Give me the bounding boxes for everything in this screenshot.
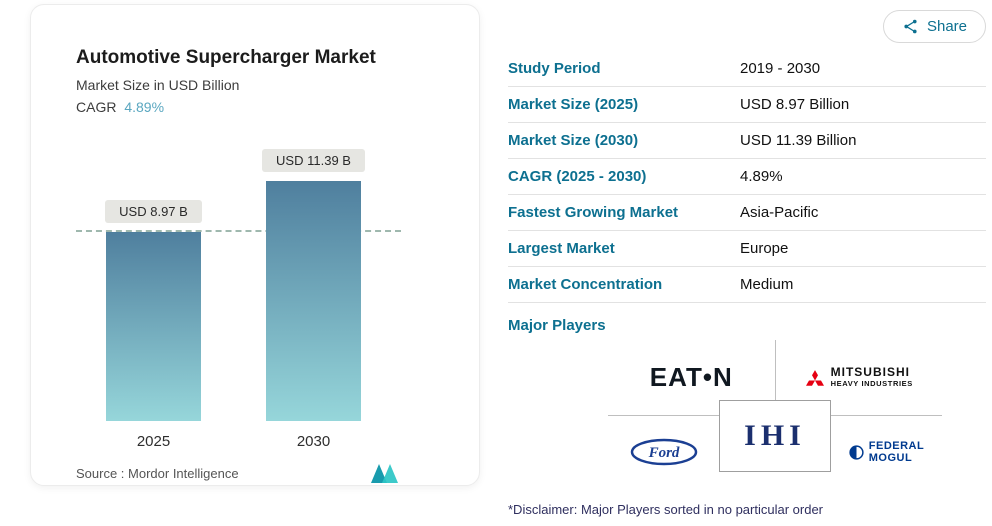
major-players-grid: EAT•N MITSUBISHI HEAVY INDUSTRIES Ford [608, 340, 942, 488]
row-value: 2019 - 2030 [740, 60, 821, 77]
row-value: 4.89% [740, 168, 783, 185]
cagr-row: CAGR 4.89% [76, 99, 479, 115]
players-bottom-row: Ford IHI FEDERAL MOGUL [608, 400, 942, 488]
source-row: Source : Mordor Intelligence [76, 463, 406, 483]
eaton-logo-text: EAT•N [649, 362, 733, 392]
mitsubishi-line1: MITSUBISHI [830, 365, 910, 380]
ford-oval-icon: Ford [630, 438, 697, 466]
mordor-logo-icon [371, 464, 398, 483]
summary-panel: Share Study Period 2019 - 2030 Market Si… [508, 0, 986, 517]
share-label: Share [926, 18, 967, 35]
row-label: Fastest Growing Market [508, 204, 679, 221]
federal-mogul-icon [849, 444, 864, 460]
source-text: Source : Mordor Intelligence [76, 465, 239, 481]
row-label: CAGR (2025 - 2030) [508, 168, 647, 185]
ihi-logo-text: IHI [744, 419, 806, 452]
reference-line [76, 230, 401, 232]
federal-mogul-line2: MOGUL [868, 452, 913, 464]
major-players-label: Major Players [508, 317, 606, 334]
row-value: Asia-Pacific [740, 204, 819, 221]
cagr-value: 4.89% [124, 99, 165, 115]
table-row: Market Size (2025) USD 8.97 Billion [508, 87, 986, 123]
federal-mogul-logo: FEDERAL MOGUL [831, 440, 942, 464]
mitsubishi-diamonds-icon [805, 369, 824, 386]
bar-2025 [106, 232, 201, 421]
federal-mogul-line1: FEDERAL [868, 439, 925, 452]
mitsubishi-line2: HEAVY INDUSTRIES [830, 379, 913, 389]
ford-logo: Ford [608, 438, 719, 466]
x-tick-2025: 2025 [136, 433, 171, 450]
row-label: Study Period [508, 60, 601, 77]
disclaimer-text: *Disclaimer: Major Players sorted in no … [508, 502, 824, 517]
mitsubishi-logo-text: MITSUBISHI HEAVY INDUSTRIES [830, 365, 913, 389]
table-row: Study Period 2019 - 2030 [508, 51, 986, 87]
bar-chart: USD 8.97 B 2025 USD 11.39 B 2030 [76, 141, 481, 450]
row-value: USD 11.39 Billion [740, 132, 857, 149]
row-label: Market Concentration [508, 276, 663, 293]
table-row: Largest Market Europe [508, 231, 986, 267]
chart-title: Automotive Supercharger Market [76, 47, 376, 68]
chart-subtitle: Market Size in USD Billion [76, 77, 240, 93]
row-label: Market Size (2025) [508, 96, 639, 113]
eaton-logo: EAT•N [608, 340, 776, 415]
bar-value-label-2025: USD 8.97 B [105, 200, 202, 223]
table-row: Market Size (2030) USD 11.39 Billion [508, 123, 986, 159]
row-value: Europe [740, 240, 789, 257]
chart-card: Automotive Supercharger Market Market Si… [30, 4, 480, 486]
row-value: Medium [740, 276, 794, 293]
summary-table: Study Period 2019 - 2030 Market Size (20… [508, 51, 986, 303]
x-tick-2030: 2030 [296, 433, 331, 450]
bar-group-2025: USD 8.97 B 2025 [105, 141, 202, 450]
table-row: CAGR (2025 - 2030) 4.89% [508, 159, 986, 195]
mitsubishi-logo: MITSUBISHI HEAVY INDUSTRIES [776, 340, 943, 415]
row-label: Largest Market [508, 240, 615, 257]
federal-mogul-text: FEDERAL MOGUL [869, 440, 924, 464]
cagr-label: CAGR [76, 99, 117, 115]
row-label: Market Size (2030) [508, 132, 639, 149]
bar-2030 [266, 181, 361, 421]
share-row: Share [508, 10, 986, 43]
share-button[interactable]: Share [882, 10, 986, 43]
ihi-logo: IHI [719, 400, 831, 472]
bar-group-2030: USD 11.39 B 2030 [262, 141, 365, 450]
row-value: USD 8.97 Billion [740, 96, 850, 113]
ford-logo-text: Ford [647, 445, 679, 461]
table-row: Market Concentration Medium [508, 267, 986, 303]
share-icon [904, 19, 917, 34]
bar-value-label-2030: USD 11.39 B [262, 149, 365, 172]
table-row: Fastest Growing Market Asia-Pacific [508, 195, 986, 231]
players-top-row: EAT•N MITSUBISHI HEAVY INDUSTRIES [608, 340, 942, 416]
